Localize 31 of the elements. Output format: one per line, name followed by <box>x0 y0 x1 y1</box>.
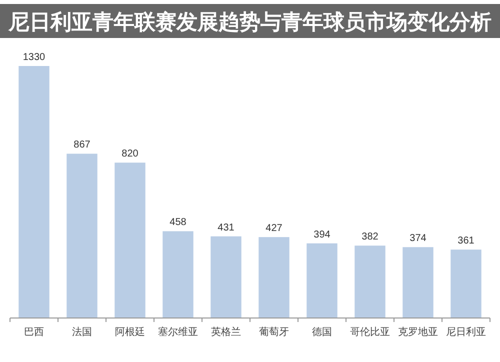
bar <box>450 250 482 318</box>
data-label: 374 <box>410 233 427 244</box>
x-tick-label: 巴西 <box>24 327 44 338</box>
data-label: 427 <box>266 223 283 234</box>
data-label: 820 <box>122 148 139 160</box>
bar <box>18 66 50 318</box>
x-tick-label: 塞尔维亚 <box>158 326 198 338</box>
x-tick-label: 尼日利亚 <box>446 326 486 338</box>
x-tick-label: 葡萄牙 <box>259 326 289 338</box>
bar <box>66 154 98 318</box>
bar <box>162 231 194 318</box>
data-label: 361 <box>458 236 475 247</box>
bar <box>258 237 290 318</box>
bar <box>354 246 386 318</box>
data-label: 458 <box>170 217 187 228</box>
data-label: 394 <box>314 229 331 240</box>
data-label: 382 <box>362 232 379 243</box>
data-label: 867 <box>74 140 91 151</box>
bar <box>306 243 338 318</box>
data-label: 431 <box>218 222 235 234</box>
x-tick-label: 德国 <box>312 327 332 338</box>
bar <box>402 247 434 318</box>
chart-title: 尼日利亚青年联赛发展趋势与青年球员市场变化分析 <box>8 10 492 34</box>
x-tick-label: 哥伦比亚 <box>350 326 390 338</box>
data-label: 1330 <box>22 52 46 63</box>
bar <box>210 236 242 318</box>
x-tick-label: 克罗地亚 <box>398 326 438 338</box>
x-tick-label: 英格兰 <box>211 326 241 338</box>
x-tick-label: 法国 <box>72 326 92 338</box>
bar <box>114 162 146 318</box>
x-tick-label: 阿根廷 <box>115 326 145 338</box>
